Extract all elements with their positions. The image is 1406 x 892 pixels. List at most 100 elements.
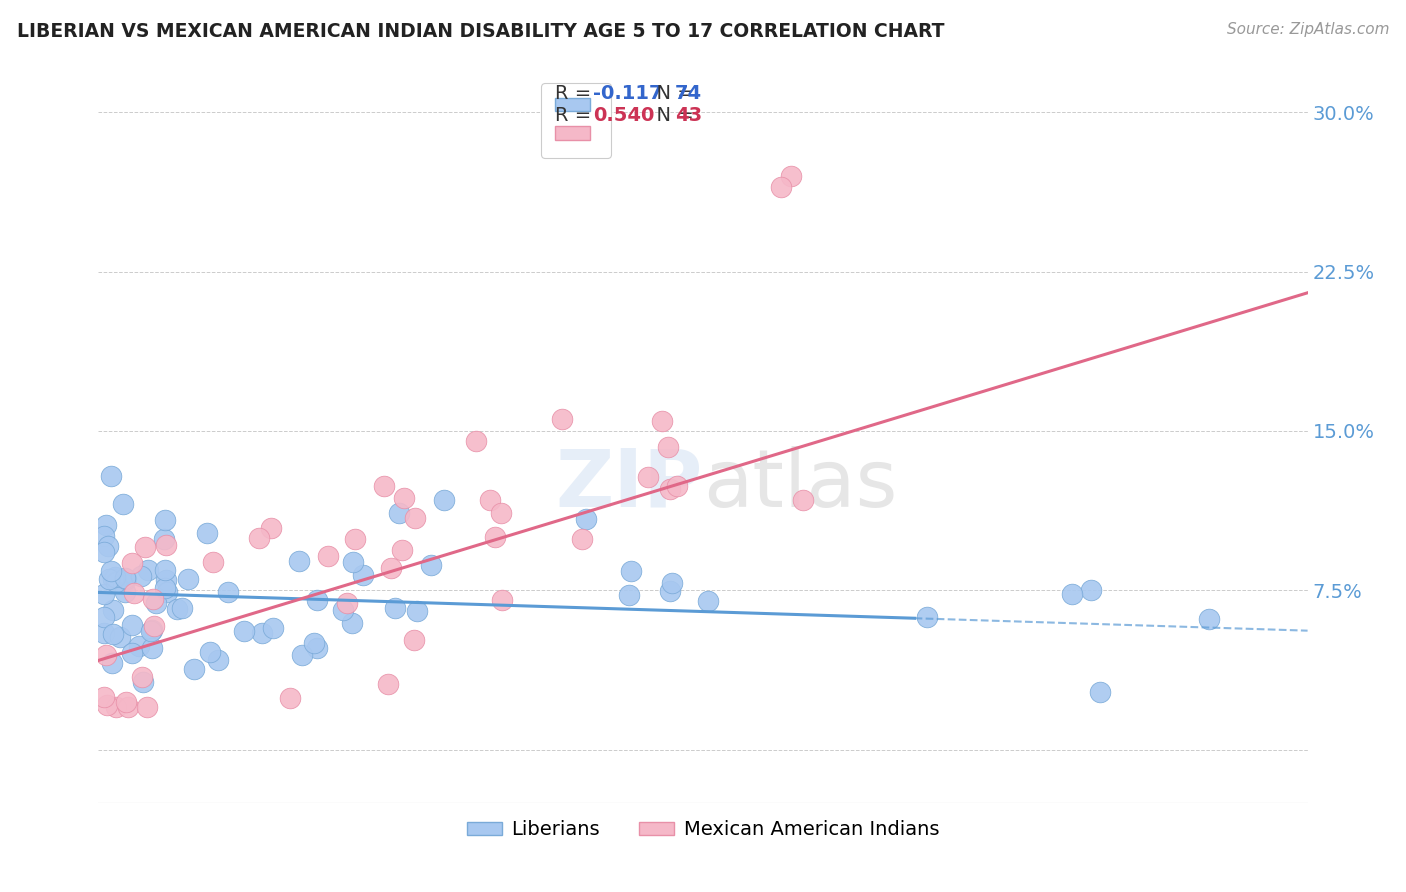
Point (104, 575, 127, 590)
Point (406, 603, 429, 617)
Point (136, 563, 159, 577)
Point (139, 624, 162, 638)
Point (479, 492, 502, 507)
Point (153, 581, 176, 595)
Point (166, 602, 188, 616)
Point (419, 558, 441, 572)
Point (1088, 684, 1111, 698)
Point (142, 592, 165, 607)
Text: 43: 43 (675, 106, 702, 126)
Point (100, 565, 122, 579)
Point (121, 557, 143, 571)
Point (433, 493, 456, 508)
Point (574, 512, 596, 526)
Point (153, 513, 176, 527)
Point (1080, 582, 1102, 597)
Point (278, 691, 301, 706)
Point (377, 677, 399, 691)
Point (384, 601, 406, 615)
Point (661, 576, 683, 591)
Point (114, 570, 136, 584)
Point (1062, 587, 1084, 601)
Text: N =: N = (644, 106, 700, 126)
Text: 0.540: 0.540 (593, 106, 655, 126)
Text: R =: R = (555, 84, 598, 103)
Point (464, 434, 486, 449)
Legend: Liberians, Mexican American Indians: Liberians, Mexican American Indians (458, 813, 948, 847)
Text: -0.117: -0.117 (593, 84, 662, 103)
Point (101, 627, 124, 641)
Point (291, 648, 314, 663)
Text: atlas: atlas (703, 446, 897, 524)
Point (93, 545, 115, 559)
Point (770, 179, 793, 194)
Point (619, 564, 641, 578)
Text: R =: R = (555, 106, 598, 126)
Point (121, 618, 143, 632)
Point (170, 601, 193, 615)
Point (93, 626, 115, 640)
Text: ZIP: ZIP (555, 446, 703, 524)
Point (141, 640, 163, 655)
Point (117, 700, 139, 714)
Point (340, 615, 363, 630)
Point (657, 440, 679, 454)
Point (233, 624, 256, 638)
Point (637, 470, 659, 484)
Point (336, 596, 359, 610)
Point (129, 568, 152, 582)
Point (394, 491, 416, 505)
Point (195, 526, 218, 541)
Point (198, 645, 221, 659)
Point (404, 633, 426, 648)
Point (250, 625, 273, 640)
Point (342, 556, 364, 570)
Point (93, 587, 115, 601)
Point (491, 506, 513, 520)
Point (96, 698, 118, 712)
Point (103, 570, 125, 584)
Point (491, 593, 513, 607)
Point (155, 574, 177, 588)
Point (103, 572, 125, 586)
Point (122, 586, 145, 600)
Point (247, 531, 270, 545)
Point (1198, 612, 1220, 626)
Point (100, 468, 122, 483)
Point (288, 554, 311, 568)
Point (201, 555, 224, 569)
Text: LIBERIAN VS MEXICAN AMERICAN INDIAN DISABILITY AGE 5 TO 17 CORRELATION CHART: LIBERIAN VS MEXICAN AMERICAN INDIAN DISA… (17, 22, 945, 41)
Point (93, 610, 115, 624)
Point (134, 540, 156, 554)
Point (94, 518, 117, 533)
Point (121, 646, 143, 660)
Point (571, 532, 593, 546)
Point (128, 640, 150, 654)
Point (136, 700, 159, 714)
Point (373, 479, 395, 493)
Point (101, 603, 124, 617)
Text: 74: 74 (675, 84, 702, 103)
Point (112, 576, 135, 591)
Point (152, 532, 174, 546)
Point (262, 621, 284, 635)
Point (302, 636, 325, 650)
Point (142, 619, 165, 633)
Point (97, 539, 120, 553)
Point (260, 521, 283, 535)
Point (651, 414, 673, 428)
Point (131, 674, 153, 689)
Point (114, 572, 136, 586)
Point (404, 511, 426, 525)
Point (93, 529, 115, 543)
Point (666, 479, 689, 493)
Point (115, 695, 138, 709)
Text: Source: ZipAtlas.com: Source: ZipAtlas.com (1226, 22, 1389, 37)
Point (217, 584, 239, 599)
Point (619, 588, 641, 602)
Point (658, 483, 681, 497)
Point (93, 690, 115, 705)
Point (101, 657, 124, 671)
Point (792, 492, 814, 507)
Point (915, 609, 938, 624)
